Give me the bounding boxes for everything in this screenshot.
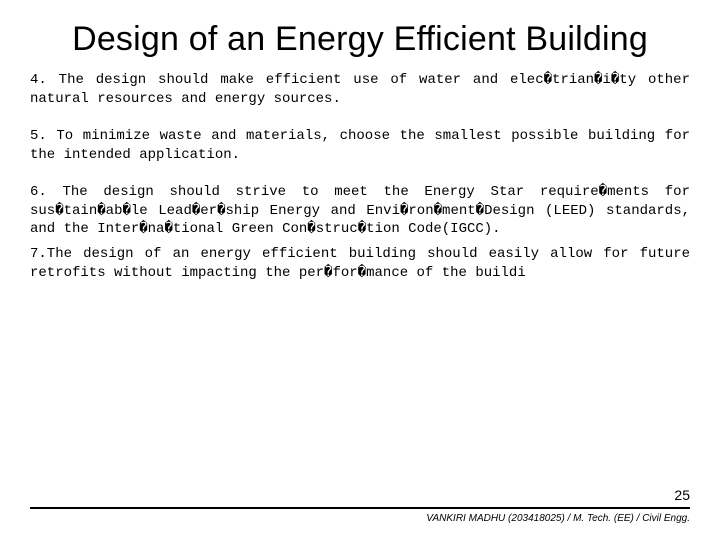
paragraph-6: 6. The design should strive to meet the … bbox=[30, 183, 690, 240]
paragraph-7: 7.The design of an energy efficient buil… bbox=[30, 245, 690, 283]
slide: Design of an Energy Efficient Building 4… bbox=[0, 0, 720, 540]
slide-footer: 25 VANKIRI MADHU (203418025) / M. Tech. … bbox=[30, 487, 690, 524]
paragraph-4: 4. The design should make efficient use … bbox=[30, 71, 690, 109]
page-number: 25 bbox=[30, 487, 690, 503]
slide-title: Design of an Energy Efficient Building bbox=[30, 20, 690, 59]
footer-separator bbox=[30, 507, 690, 509]
footer-credit: VANKIRI MADHU (203418025) / M. Tech. (EE… bbox=[30, 513, 690, 524]
slide-body: 4. The design should make efficient use … bbox=[30, 71, 690, 283]
paragraph-5: 5. To minimize waste and materials, choo… bbox=[30, 127, 690, 165]
